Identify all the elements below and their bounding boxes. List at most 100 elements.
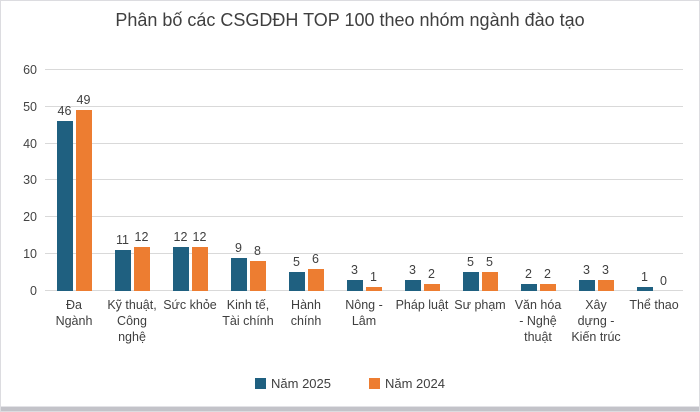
- bar-value-label: 6: [312, 252, 319, 266]
- gridline: [45, 69, 683, 70]
- bar-nam-2024: [133, 247, 150, 291]
- bar-cell: 5: [481, 255, 498, 291]
- category-label: Thể thao: [629, 298, 679, 312]
- bar-value-label: 3: [583, 263, 590, 277]
- bar-cell: 12: [133, 230, 150, 291]
- category-label: Sư phạm: [454, 298, 506, 312]
- bar-group: 12 12: [161, 230, 219, 291]
- bar-group: 11 12: [103, 230, 161, 291]
- gridline: [45, 179, 683, 180]
- bar-nam-2025: [636, 287, 653, 291]
- bar-nam-2024: [597, 280, 614, 291]
- bar-value-label: 5: [293, 255, 300, 269]
- bar-cell: 3: [404, 263, 421, 291]
- bar-value-label: 2: [428, 267, 435, 281]
- gridline: [45, 106, 683, 107]
- bar-cell: 3: [346, 263, 363, 291]
- bar-value-label: 0: [660, 274, 667, 288]
- category-label: Hành chính: [290, 298, 322, 328]
- legend-marker-icon: [369, 378, 380, 389]
- bar-cell: 8: [249, 244, 266, 291]
- bar-cell: 5: [462, 255, 479, 291]
- bar-value-label: 49: [76, 93, 91, 107]
- bar-cell: 3: [578, 263, 595, 291]
- bar-nam-2024: [423, 284, 440, 291]
- bar-cell: 2: [520, 267, 537, 291]
- category-label: Sức khỏe: [163, 298, 217, 312]
- legend-item: Năm 2025: [255, 376, 331, 391]
- bar-cell: 9: [230, 241, 247, 291]
- bar-value-label: 2: [525, 267, 532, 281]
- bar-nam-2024: [307, 269, 324, 291]
- category-label: Đa Ngành: [55, 298, 93, 328]
- bar-nam-2025: [56, 121, 73, 291]
- y-tick-label: 40: [23, 137, 37, 151]
- bar-nam-2024: [249, 261, 266, 291]
- bar-value-label: 3: [409, 263, 416, 277]
- bar-cell: 3: [597, 263, 614, 291]
- bar-value-label: 3: [602, 263, 609, 277]
- bar-nam-2025: [462, 272, 479, 291]
- bar-nam-2025: [230, 258, 247, 291]
- bar-cell: 5: [288, 255, 305, 291]
- legend-marker-icon: [255, 378, 267, 389]
- bar-value-label: 2: [544, 267, 551, 281]
- bar-cell: 49: [75, 93, 92, 291]
- category-label: Văn hóa - Nghệ thuật: [514, 298, 562, 344]
- bar-value-label: 9: [235, 241, 242, 255]
- legend-label: Năm 2025: [271, 376, 331, 391]
- bar-nam-2024: [75, 110, 92, 291]
- gridline: [45, 216, 683, 217]
- bar-value-label: 5: [467, 255, 474, 269]
- bar-cell: 2: [539, 267, 556, 291]
- category-label: Pháp luật: [395, 298, 449, 312]
- category-label: Kỹ thuật, Công nghệ: [107, 298, 157, 344]
- category-label: Kinh tế, Tài chính: [222, 298, 274, 328]
- y-tick-label: 30: [23, 173, 37, 187]
- bar-nam-2025: [578, 280, 595, 291]
- y-tick-label: 50: [23, 100, 37, 114]
- bar-value-label: 1: [370, 270, 377, 284]
- bar-nam-2025: [114, 250, 131, 291]
- legend-label: Năm 2024: [385, 376, 445, 391]
- bar-value-label: 46: [57, 104, 72, 118]
- y-tick-label: 20: [23, 210, 37, 224]
- bar-cell: 0: [656, 274, 672, 291]
- bar-value-label: 5: [486, 255, 493, 269]
- legend: Năm 2025 Năm 2024: [1, 376, 699, 391]
- bar-value-label: 11: [116, 233, 129, 247]
- bar-cell: 2: [423, 267, 440, 291]
- bar-group: 46 49: [45, 93, 103, 291]
- gridline: [45, 290, 683, 291]
- category-label: Xây dựng - Kiến trúc: [571, 298, 621, 344]
- bar-nam-2024: [539, 284, 556, 291]
- gridline: [45, 143, 683, 144]
- y-tick-label: 60: [23, 63, 37, 77]
- category-label: Nông - Lâm: [345, 298, 383, 328]
- bar-nam-2025: [346, 280, 363, 291]
- bar-value-label: 8: [254, 244, 261, 258]
- bar-cell: 6: [307, 252, 324, 291]
- bar-cell: 1: [365, 270, 382, 291]
- bar-nam-2025: [288, 272, 305, 291]
- y-axis: 0 10 20 30 40 50 60: [9, 63, 37, 298]
- bar-value-label: 1: [641, 270, 648, 284]
- gridline: [45, 253, 683, 254]
- legend-item: Năm 2024: [369, 376, 445, 391]
- bar-cell: 12: [172, 230, 189, 291]
- bar-cell: 46: [56, 104, 73, 291]
- y-tick-label: 10: [23, 247, 37, 261]
- bar-value-label: 3: [351, 263, 358, 277]
- y-tick-label: 0: [30, 284, 37, 298]
- bar-nam-2025: [172, 247, 189, 291]
- bar-value-label: 12: [192, 230, 207, 244]
